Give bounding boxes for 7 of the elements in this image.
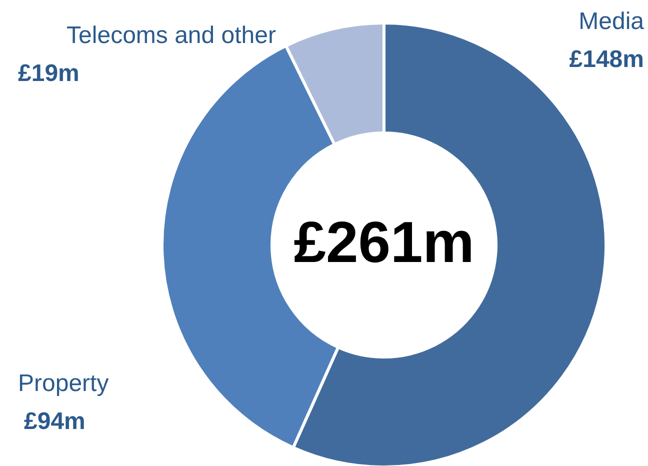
text: £261m [294,210,474,275]
data-label: £19m [18,60,80,87]
data-label: £148m [569,46,644,73]
slice-label: Telecoms and other [66,22,276,49]
data-label: £94m [24,408,86,435]
slice-label: Media [578,8,645,35]
slice-label: Property [18,370,109,397]
